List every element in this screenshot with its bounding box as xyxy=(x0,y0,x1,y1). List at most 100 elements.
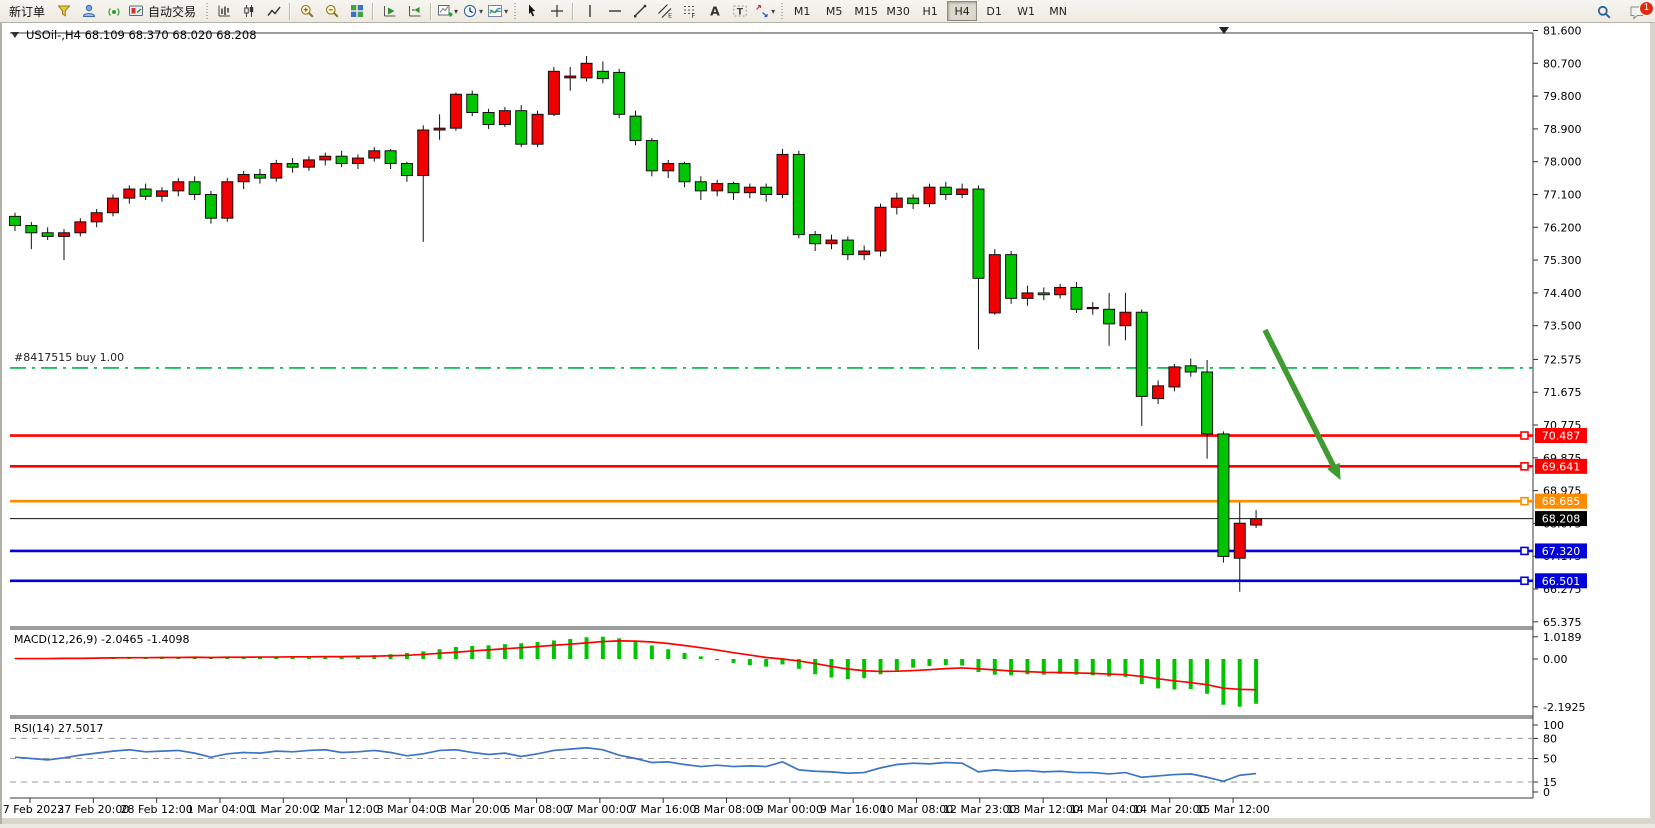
new-order-button[interactable]: 新订单 xyxy=(3,0,51,22)
candle-body xyxy=(204,194,217,219)
svg-text:68.208: 68.208 xyxy=(1542,513,1581,526)
time-tick-label: 9 Mar 00:00 xyxy=(757,803,823,816)
horizontal-line-button[interactable] xyxy=(602,0,627,22)
chart-shift-marker[interactable] xyxy=(1219,27,1229,34)
price-tick-label: 76.200 xyxy=(1543,221,1582,234)
candle-body xyxy=(743,186,756,194)
auto-scroll-button[interactable] xyxy=(377,0,402,22)
candle-body xyxy=(825,239,838,245)
line-chart-button[interactable] xyxy=(261,0,286,22)
candle-body xyxy=(939,186,952,196)
candle-body xyxy=(384,150,397,165)
macd-signal-line xyxy=(15,640,1257,691)
svg-text:68.685: 68.685 xyxy=(1542,495,1581,508)
toolbar-separator xyxy=(430,2,433,20)
horizontal-line-69.641[interactable] xyxy=(10,462,1533,471)
notifications-button[interactable]: 1 xyxy=(1624,0,1654,23)
trend-arrow-annotation[interactable] xyxy=(1262,328,1341,481)
svg-text:66.501: 66.501 xyxy=(1542,575,1581,588)
period-icon xyxy=(462,3,478,19)
svg-text:T: T xyxy=(737,7,744,17)
horizontal-line-67.320[interactable] xyxy=(10,546,1533,556)
toolbar-drag-handle[interactable] xyxy=(204,3,210,19)
timeframe-button-m15[interactable]: M15 xyxy=(854,4,878,18)
zoom-out-button[interactable] xyxy=(319,0,344,22)
auto-scroll-icon xyxy=(382,3,398,19)
timeframe-button-m1[interactable]: M1 xyxy=(793,4,811,18)
candle-body xyxy=(923,186,936,205)
cursor-button[interactable] xyxy=(519,0,544,22)
signals-button[interactable] xyxy=(101,0,126,22)
chevron-down-icon[interactable]: ▾ xyxy=(504,6,509,16)
chevron-down-icon[interactable]: ▾ xyxy=(454,6,459,16)
funnel-button[interactable] xyxy=(51,0,76,22)
timeframe-button-h4[interactable]: H4 xyxy=(947,1,978,21)
candle-body xyxy=(270,163,283,179)
new-chart-button[interactable]: ▾ xyxy=(435,0,460,22)
price-tick-label: 75.300 xyxy=(1543,254,1582,267)
candle-body xyxy=(1168,366,1181,388)
timeframe-button-mn[interactable]: MN xyxy=(1049,4,1067,18)
rsi-tick-label: 0 xyxy=(1543,786,1550,799)
zoom-in-button[interactable] xyxy=(294,0,319,22)
price-axis[interactable]: 81.600 80.700 79.800 78.900 78.000 77.100 76.2… xyxy=(1533,25,1585,800)
funnel-icon xyxy=(56,3,72,19)
candle-body xyxy=(155,190,168,197)
search-button[interactable] xyxy=(1591,1,1616,23)
candlestick-button[interactable] xyxy=(236,0,261,22)
timeframe-button-w1[interactable]: W1 xyxy=(1017,4,1036,18)
one-click-trading-toggle[interactable] xyxy=(11,32,19,38)
candle-body xyxy=(57,232,70,237)
cursor-icon xyxy=(524,3,540,19)
macd-tick-label: -2.1925 xyxy=(1543,701,1585,714)
period-button[interactable]: ▾ xyxy=(460,0,485,22)
candle-body xyxy=(890,197,903,208)
svg-text:67.320: 67.320 xyxy=(1542,545,1581,558)
candle-body xyxy=(531,113,544,145)
candle-body xyxy=(286,163,299,168)
candle-body xyxy=(727,183,740,194)
toolbar-drag-handle[interactable] xyxy=(779,3,785,19)
open-position-line[interactable]: #8417515 buy 1.00 xyxy=(10,351,1533,369)
time-tick-label: 2 Mar 12:00 xyxy=(313,803,379,816)
text-button[interactable]: A xyxy=(702,0,727,22)
time-tick-label: 3 Mar 04:00 xyxy=(377,803,443,816)
timeframe-button-m5[interactable]: M5 xyxy=(825,4,843,18)
candle-body xyxy=(188,181,201,196)
fibonacci-button[interactable]: F xyxy=(677,0,702,22)
candle-body xyxy=(1233,522,1246,559)
channel-button[interactable]: E xyxy=(652,0,677,22)
candle-body xyxy=(1070,286,1083,310)
chevron-down-icon[interactable]: ▾ xyxy=(771,6,776,16)
price-chart-canvas[interactable]: 81.600 80.700 79.800 78.900 78.000 77.100 76.2… xyxy=(0,23,1655,824)
timeframe-button-h1[interactable]: H1 xyxy=(922,4,938,18)
timeframe-button-m30[interactable]: M30 xyxy=(886,4,910,18)
trendline-button[interactable] xyxy=(627,0,652,22)
crosshair-button[interactable] xyxy=(544,0,569,22)
candle-body xyxy=(400,163,413,177)
chevron-down-icon[interactable]: ▾ xyxy=(479,6,484,16)
candle-body xyxy=(1037,292,1050,296)
autotrading-button[interactable]: 自动交易 xyxy=(126,0,202,22)
chart-shift-button[interactable] xyxy=(402,0,427,22)
bar-chart-button[interactable] xyxy=(211,0,236,22)
price-badge-67.320: 67.320 xyxy=(1535,543,1587,559)
horizontal-line-66.501[interactable] xyxy=(10,576,1533,586)
candle-body xyxy=(662,163,675,172)
arrows-button[interactable]: ▾ xyxy=(752,0,777,22)
tile-windows-button[interactable] xyxy=(344,0,369,22)
candle-body xyxy=(1152,385,1165,400)
profiles-button[interactable] xyxy=(76,0,101,22)
toolbar-drag-handle[interactable] xyxy=(512,3,518,19)
candle-body xyxy=(874,206,887,252)
candle-body xyxy=(482,112,495,126)
price-badge-66.501: 66.501 xyxy=(1535,573,1587,589)
horizontal-line-70.487[interactable] xyxy=(10,431,1533,440)
text-label-button[interactable]: T xyxy=(727,0,752,22)
timeframe-button-d1[interactable]: D1 xyxy=(986,4,1002,18)
candle-body xyxy=(466,93,479,114)
horizontal-line-68.685[interactable] xyxy=(10,496,1533,506)
vertical-line-button[interactable] xyxy=(577,0,602,22)
indicators-button[interactable]: ▾ xyxy=(485,0,510,22)
